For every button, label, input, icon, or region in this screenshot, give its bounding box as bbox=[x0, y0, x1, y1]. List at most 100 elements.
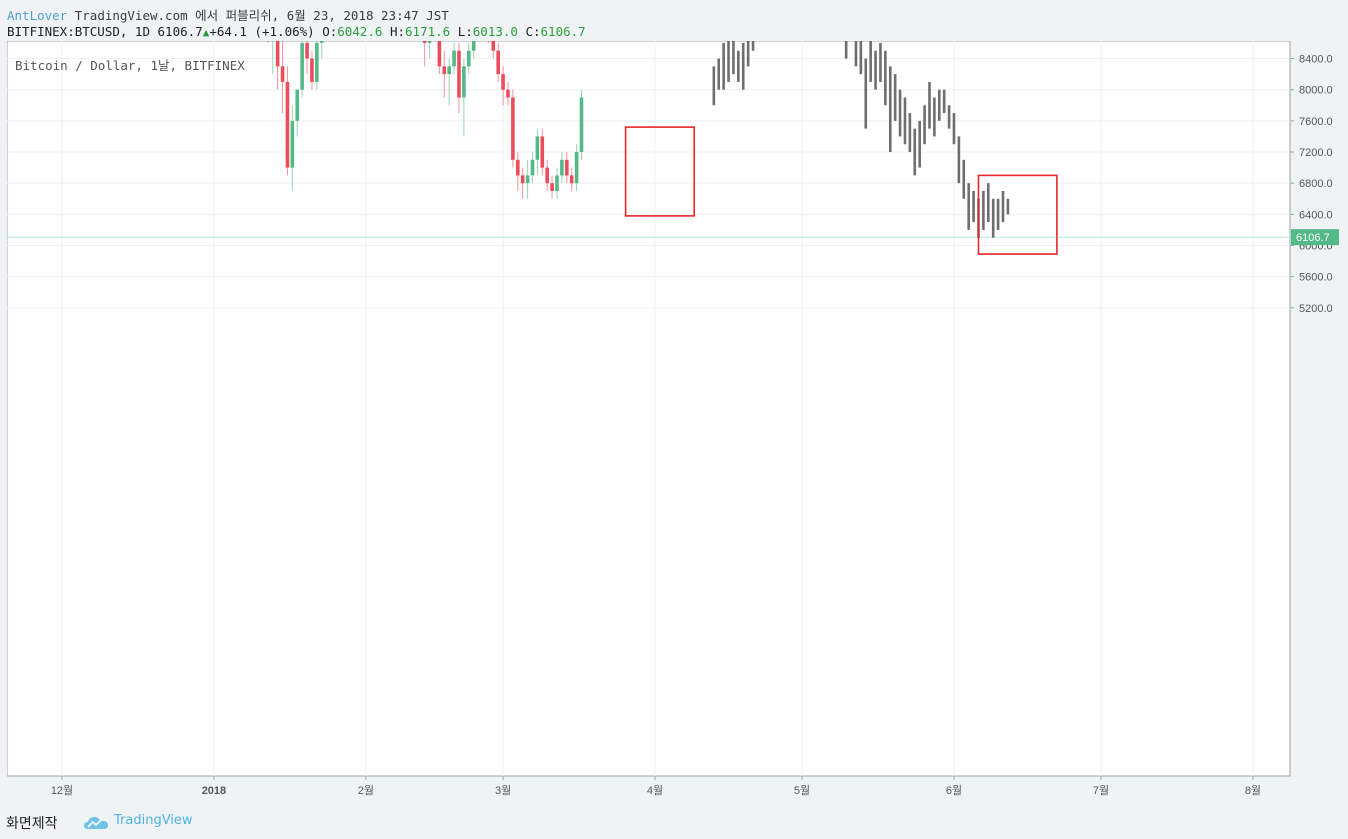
high-value: 6171.6 bbox=[405, 24, 451, 39]
candle-body bbox=[535, 136, 540, 160]
candle bbox=[579, 89, 584, 160]
candle bbox=[310, 50, 314, 90]
candle bbox=[295, 89, 300, 137]
candle-body bbox=[496, 50, 500, 75]
candle bbox=[422, 41, 427, 67]
candle-body bbox=[491, 41, 496, 51]
price-change: +64.1 (+1.06%) bbox=[209, 24, 315, 39]
y-tick-label: 8400.0 bbox=[1299, 54, 1333, 66]
y-tick-label: 7600.0 bbox=[1299, 116, 1333, 128]
close-label: C: bbox=[525, 24, 541, 39]
current-price-badge bbox=[1291, 229, 1339, 246]
candle-body bbox=[462, 66, 466, 98]
y-tick-label: 7200.0 bbox=[1299, 147, 1333, 159]
candle-body bbox=[574, 152, 579, 184]
candle bbox=[540, 128, 545, 176]
candle bbox=[457, 42, 461, 114]
candle-body bbox=[427, 41, 432, 43]
candle bbox=[447, 58, 451, 106]
candle-body bbox=[545, 167, 549, 184]
candle-body bbox=[471, 41, 476, 51]
candle bbox=[496, 42, 500, 82]
candle bbox=[515, 152, 520, 191]
candle bbox=[471, 41, 476, 59]
chart-legend: Bitcoin / Dollar, 1날, BITFINEX bbox=[15, 58, 245, 73]
candle-body bbox=[452, 50, 456, 67]
annotation-box[interactable] bbox=[977, 174, 1058, 255]
candle-body bbox=[295, 89, 300, 121]
y-tick-label: 5200.0 bbox=[1299, 303, 1333, 315]
candle-body bbox=[310, 58, 314, 82]
candle bbox=[550, 175, 554, 199]
candle bbox=[565, 152, 569, 184]
candle bbox=[315, 41, 319, 90]
candle bbox=[285, 66, 290, 176]
candle bbox=[272, 41, 274, 75]
candle-body bbox=[565, 159, 569, 176]
candle bbox=[545, 159, 549, 191]
candle bbox=[574, 144, 579, 191]
x-tick-label: 3월 bbox=[495, 784, 511, 797]
candle bbox=[555, 167, 559, 199]
candle bbox=[300, 41, 304, 98]
candle-body bbox=[422, 41, 427, 43]
symbol: BITFINEX:BTCUSD, 1D bbox=[7, 24, 150, 39]
open-label: O: bbox=[322, 24, 338, 39]
candle bbox=[511, 89, 515, 168]
candle-body bbox=[447, 66, 451, 75]
candle-body bbox=[506, 89, 510, 98]
y-tick-label: 5600.0 bbox=[1299, 272, 1333, 284]
x-tick-label: 7월 bbox=[1093, 784, 1109, 797]
x-tick-label: 2월 bbox=[358, 784, 374, 797]
candle bbox=[290, 105, 295, 191]
candle-body bbox=[305, 42, 309, 59]
tradingview-cloud-icon[interactable] bbox=[84, 816, 108, 830]
candle bbox=[560, 152, 564, 184]
annotation-box[interactable] bbox=[624, 126, 696, 217]
close-value: 6106.7 bbox=[540, 24, 586, 39]
candle-body bbox=[315, 42, 319, 82]
x-tick-label: 6월 bbox=[946, 784, 962, 797]
candle bbox=[427, 41, 432, 59]
candle-body bbox=[520, 175, 525, 184]
candle-body bbox=[525, 175, 530, 184]
plot-background bbox=[7, 41, 1291, 777]
candle-body bbox=[501, 74, 505, 90]
candle bbox=[280, 41, 285, 114]
candle-body bbox=[275, 41, 280, 67]
grid bbox=[7, 41, 1290, 776]
candle bbox=[462, 58, 466, 137]
chart-area[interactable]: 14000.013600.013200.012800.012400.012000… bbox=[7, 41, 1339, 803]
candle bbox=[275, 41, 280, 90]
candle-body bbox=[437, 41, 442, 67]
candle bbox=[319, 41, 324, 59]
candle-body bbox=[285, 81, 290, 168]
high-label: H: bbox=[389, 24, 406, 39]
up-arrow-icon: ▲ bbox=[202, 26, 210, 39]
published-text: TradingView.com 에서 퍼블리쉬, 6월 23, 2018 23:… bbox=[74, 8, 449, 23]
x-tick-label: 4월 bbox=[647, 784, 663, 797]
candle-body bbox=[280, 66, 285, 82]
candle-body bbox=[319, 41, 324, 43]
symbol-info: BITFINEX:BTCUSD, 1D 6106.7 ▲+64.1 (+1.06%… bbox=[7, 24, 586, 39]
author-link[interactable]: AntLover bbox=[7, 8, 68, 23]
x-tick-label: 12월 bbox=[51, 784, 73, 797]
y-tick-label: 6800.0 bbox=[1299, 178, 1333, 190]
publish-info: AntLover TradingView.com 에서 퍼블리쉬, 6월 23,… bbox=[7, 5, 449, 24]
tradingview-brand-link[interactable]: TradingView bbox=[114, 813, 193, 828]
candle-body bbox=[555, 175, 559, 191]
low-label: L: bbox=[457, 24, 473, 39]
y-tick-label: 8000.0 bbox=[1299, 85, 1333, 97]
candle-body bbox=[560, 159, 564, 176]
candle-body bbox=[540, 136, 545, 168]
candle-body bbox=[515, 159, 520, 176]
candle bbox=[530, 152, 535, 184]
candle-body bbox=[579, 97, 584, 153]
candle-body bbox=[550, 183, 554, 191]
footer: 화면제작 TradingView bbox=[0, 805, 1348, 839]
y-tick-label: 6400.0 bbox=[1299, 209, 1333, 221]
candle-body bbox=[290, 120, 295, 168]
price-chart[interactable]: 14000.013600.013200.012800.012400.012000… bbox=[7, 41, 1339, 803]
candle bbox=[437, 41, 442, 75]
candle-body bbox=[569, 175, 574, 184]
